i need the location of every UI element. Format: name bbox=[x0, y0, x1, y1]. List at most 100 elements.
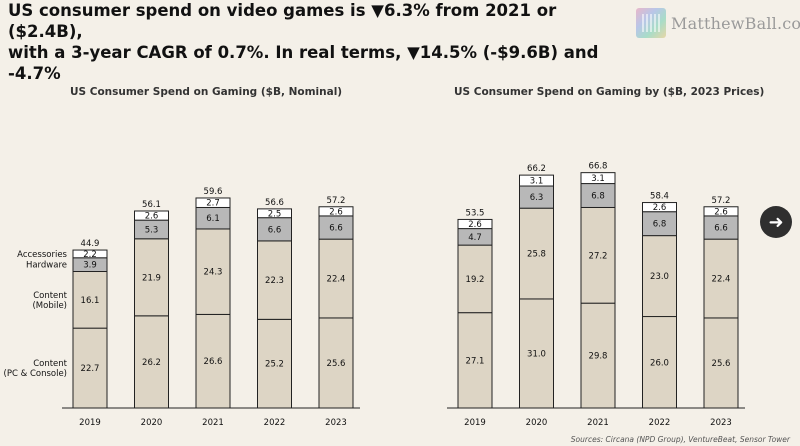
bar-segment bbox=[703, 238, 739, 319]
arrow-right-icon: ➜ bbox=[768, 211, 784, 232]
bar-segment bbox=[257, 208, 292, 219]
bar-segment bbox=[195, 228, 231, 315]
data-label: 6.1 bbox=[206, 214, 220, 224]
data-label: 27.1 bbox=[466, 356, 485, 366]
data-label: 16.1 bbox=[81, 296, 100, 306]
bar-segment bbox=[642, 316, 677, 409]
data-label: 2.6 bbox=[653, 203, 667, 213]
total-label: 66.8 bbox=[589, 162, 608, 172]
x-tick-label: 2019 bbox=[79, 418, 101, 428]
data-label: 6.8 bbox=[591, 192, 605, 202]
data-label: 3.1 bbox=[530, 177, 544, 187]
data-label: 31.0 bbox=[527, 349, 546, 359]
total-label: 59.6 bbox=[204, 187, 223, 197]
bar-segment bbox=[519, 298, 554, 409]
headline: US consumer spend on video games is ▼6.3… bbox=[8, 0, 628, 84]
bar-segment bbox=[457, 244, 493, 314]
bar-segment bbox=[703, 206, 739, 217]
data-label: 21.9 bbox=[142, 273, 161, 283]
data-label: 6.6 bbox=[329, 224, 343, 234]
x-tick-label: 2021 bbox=[587, 418, 609, 428]
data-label: 27.2 bbox=[589, 251, 608, 261]
bar-segment bbox=[318, 206, 354, 217]
data-label: 22.7 bbox=[81, 364, 100, 374]
data-label: 4.7 bbox=[468, 233, 482, 243]
x-tick-label: 2022 bbox=[264, 418, 286, 428]
x-tick-label: 2019 bbox=[464, 418, 486, 428]
data-label: 3.1 bbox=[591, 174, 605, 184]
logo-text: MatthewBall.co bbox=[671, 13, 800, 33]
logo-icon bbox=[636, 8, 666, 38]
total-label: 58.4 bbox=[650, 192, 669, 202]
data-label: 6.3 bbox=[530, 193, 544, 203]
total-label: 57.2 bbox=[712, 196, 731, 206]
bar-segment bbox=[195, 197, 231, 208]
bar-segment bbox=[519, 174, 554, 187]
data-label: 2.6 bbox=[714, 207, 728, 217]
data-label: 6.6 bbox=[714, 224, 728, 234]
bar-segment bbox=[642, 202, 677, 213]
x-tick-label: 2023 bbox=[325, 418, 347, 428]
data-label: 26.6 bbox=[204, 357, 223, 367]
data-label: 2.5 bbox=[268, 209, 282, 219]
source-note: Sources: Circana (NPD Group), VentureBea… bbox=[570, 435, 790, 444]
bar-segment bbox=[457, 312, 493, 409]
total-label: 57.2 bbox=[327, 196, 346, 206]
data-label: 25.2 bbox=[265, 360, 284, 370]
logo: MatthewBall.co bbox=[636, 8, 800, 38]
category-label: Hardware bbox=[26, 261, 67, 271]
data-label: 19.2 bbox=[466, 275, 485, 285]
next-slide-button[interactable]: ➜ bbox=[760, 206, 792, 238]
bar-segment bbox=[642, 235, 677, 318]
data-label: 26.2 bbox=[142, 358, 161, 368]
data-label: 23.0 bbox=[650, 272, 669, 282]
total-label: 53.5 bbox=[466, 208, 485, 218]
data-label: 2.6 bbox=[468, 220, 482, 230]
data-label: 2.7 bbox=[206, 199, 220, 209]
x-tick-label: 2021 bbox=[202, 418, 224, 428]
x-tick-label: 2023 bbox=[710, 418, 732, 428]
total-label: 44.9 bbox=[81, 239, 100, 249]
chart-2-title: US Consumer Spend on Gaming by ($B, 2023… bbox=[454, 86, 765, 98]
category-label: Accessories bbox=[17, 250, 67, 260]
chart-1-title: US Consumer Spend on Gaming ($B, Nominal… bbox=[70, 86, 343, 98]
headline-line-2: with a 3-year CAGR of 0.7%. In real term… bbox=[8, 43, 599, 83]
data-label: 2.2 bbox=[83, 250, 97, 260]
data-label: 26.0 bbox=[650, 358, 669, 368]
bar-segment bbox=[703, 317, 739, 409]
bar-segment bbox=[318, 238, 354, 319]
data-label: 25.6 bbox=[327, 359, 346, 369]
bar-segment bbox=[580, 172, 616, 185]
data-label: 22.4 bbox=[327, 275, 346, 285]
bar-segment bbox=[134, 210, 169, 221]
headline-line-1: US consumer spend on video games is ▼6.3… bbox=[8, 1, 557, 41]
bar-segment bbox=[257, 240, 292, 320]
data-label: 3.9 bbox=[83, 261, 97, 271]
data-label: 22.4 bbox=[712, 275, 731, 285]
bar-segment bbox=[519, 207, 554, 300]
total-label: 56.6 bbox=[265, 198, 284, 208]
data-label: 22.3 bbox=[265, 276, 284, 286]
data-label: 5.3 bbox=[145, 225, 159, 235]
total-label: 56.1 bbox=[142, 200, 161, 210]
x-tick-label: 2020 bbox=[526, 418, 548, 428]
total-label: 66.2 bbox=[527, 164, 546, 174]
category-label: Content bbox=[33, 359, 67, 369]
data-label: 24.3 bbox=[204, 268, 223, 278]
data-label: 2.6 bbox=[329, 207, 343, 217]
data-label: 29.8 bbox=[589, 352, 608, 362]
x-tick-label: 2022 bbox=[649, 418, 671, 428]
bar-segment bbox=[457, 218, 493, 230]
data-label: 6.6 bbox=[268, 225, 282, 235]
category-label: Content bbox=[33, 291, 67, 301]
category-label: (Mobile) bbox=[32, 301, 67, 311]
bar-segment bbox=[580, 206, 616, 304]
data-label: 25.6 bbox=[712, 359, 731, 369]
data-label: 6.8 bbox=[653, 220, 667, 230]
bar-segment bbox=[580, 302, 616, 409]
data-label: 25.8 bbox=[527, 250, 546, 260]
category-label: (PC & Console) bbox=[4, 369, 67, 379]
data-label: 2.6 bbox=[145, 212, 159, 222]
x-tick-label: 2020 bbox=[141, 418, 163, 428]
